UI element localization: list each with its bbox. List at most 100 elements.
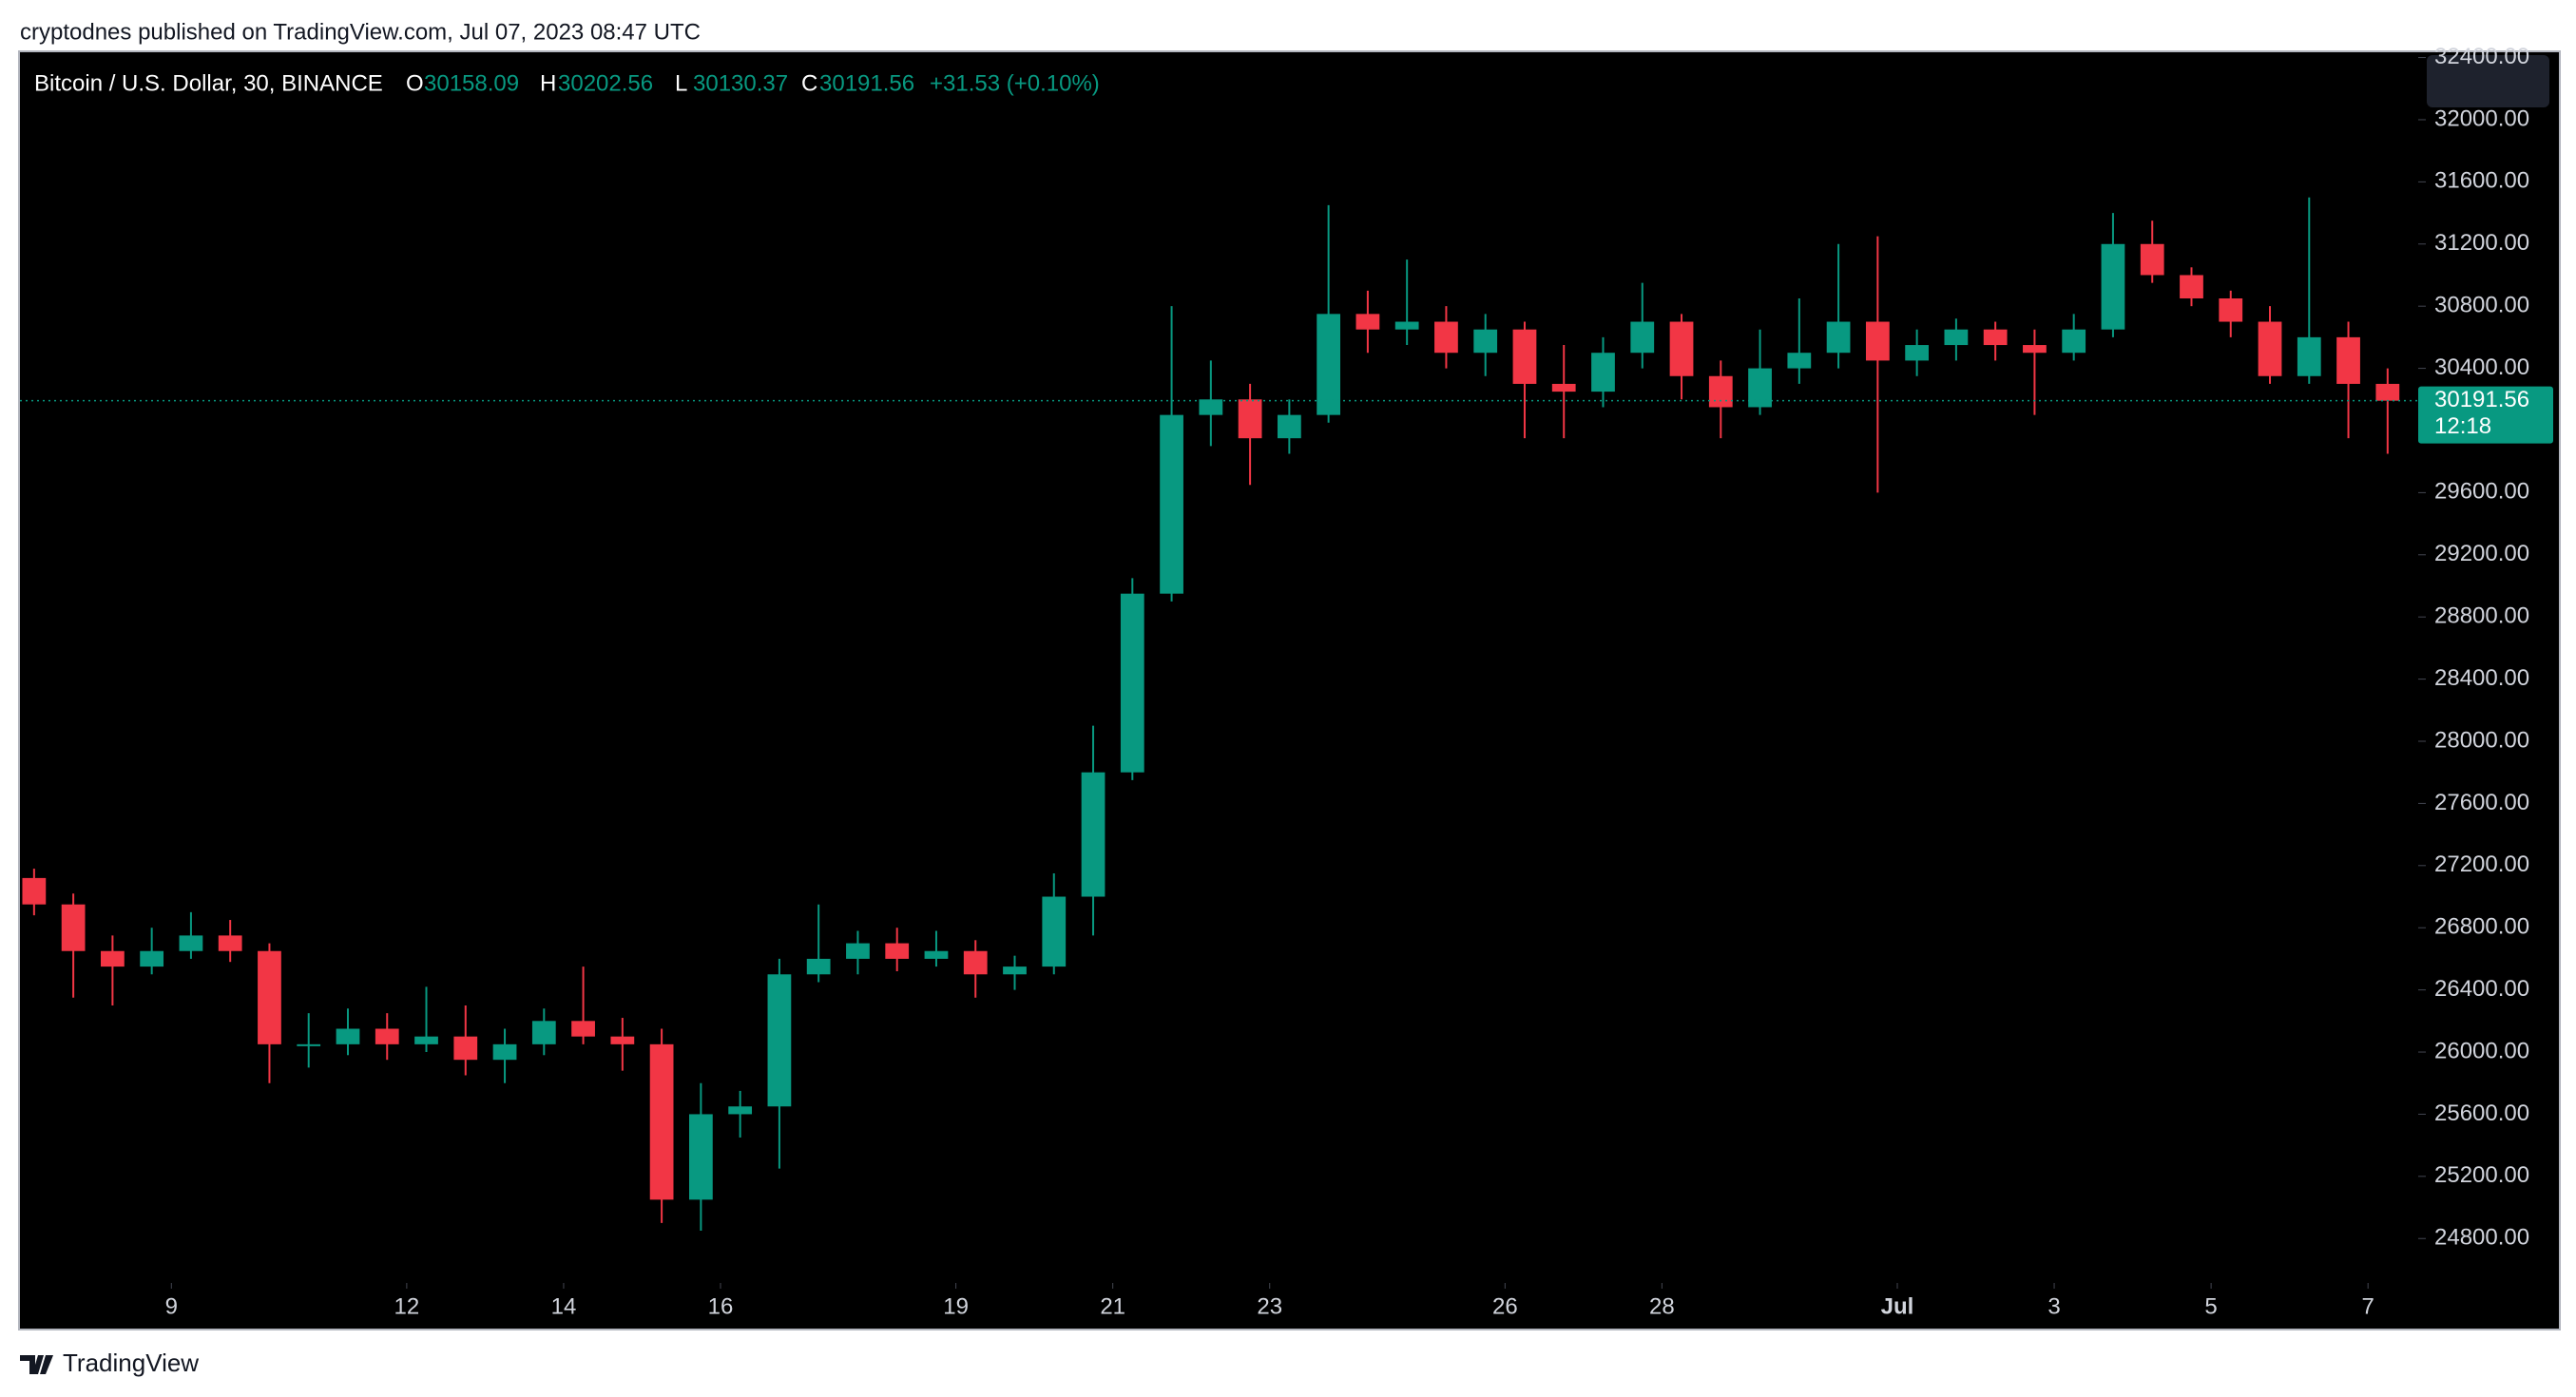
candle-body [101, 950, 125, 967]
candle-body [1512, 329, 1537, 384]
candle-body [806, 958, 831, 975]
y-tick-label: 28000.00 [2434, 727, 2529, 753]
candle-body [1277, 414, 1301, 439]
candle-body [453, 1036, 478, 1061]
candle-body [61, 904, 86, 951]
ohlc-value: 30130.37 [693, 70, 788, 96]
x-tick-label: 7 [2362, 1293, 2374, 1319]
chart-frame [18, 50, 2561, 1330]
x-tick-label: 21 [1100, 1293, 1125, 1319]
ohlc-letter: H [540, 70, 556, 96]
price-tag [2418, 386, 2553, 444]
y-tick-label: 26400.00 [2434, 976, 2529, 1002]
candle-body [375, 1028, 399, 1044]
price-tag-value: 30191.56 [2434, 387, 2529, 412]
candle-body [2258, 321, 2282, 376]
symbol: Bitcoin / U.S. Dollar, 30, BINANCE [34, 70, 383, 96]
ohlc-value: 30202.56 [558, 70, 653, 96]
candle-body [688, 1114, 713, 1200]
candle-body [846, 943, 870, 959]
candle-body [767, 974, 792, 1107]
ohlc-letter: L [675, 70, 687, 96]
candle-body [1434, 321, 1458, 354]
candle-body [1826, 321, 1851, 354]
candle-body [1905, 345, 1930, 361]
candle-body [2101, 243, 2125, 330]
candle-body [179, 935, 203, 951]
candle-body [571, 1021, 595, 1037]
y-tick-label: 29200.00 [2434, 541, 2529, 566]
candle-body [1473, 329, 1498, 354]
candle-body [1355, 314, 1380, 330]
y-tick-label: 30800.00 [2434, 293, 2529, 318]
candle-body [885, 943, 910, 959]
candle-body [218, 935, 242, 951]
candle-body [1630, 321, 1655, 354]
footer-logo [20, 1355, 53, 1374]
candle-body [1238, 399, 1262, 439]
candle-body [1160, 414, 1183, 594]
candle-body [2336, 336, 2360, 384]
footer-brand: TradingView [63, 1349, 199, 1377]
candle-body [140, 950, 164, 967]
y-tick-label: 27200.00 [2434, 852, 2529, 877]
candle-body [336, 1028, 360, 1044]
candle-body [1081, 772, 1105, 897]
candle-body [1669, 321, 1694, 376]
x-tick-label: 12 [394, 1293, 420, 1319]
y-tick-label: 31600.00 [2434, 168, 2529, 194]
y-tick-label: 32400.00 [2434, 44, 2529, 69]
candle-body [2023, 345, 2047, 354]
y-tick-label: 30400.00 [2434, 354, 2529, 380]
x-tick-label: 19 [943, 1293, 969, 1319]
y-tick-label: 32000.00 [2434, 105, 2529, 131]
y-tick-label: 31200.00 [2434, 230, 2529, 256]
candle-body [1003, 966, 1027, 975]
candle-body [2297, 336, 2321, 376]
x-tick-label: Jul [1881, 1293, 1914, 1319]
candle-body [1551, 383, 1576, 392]
ohlc-letter: C [801, 70, 817, 96]
toolbar-button[interactable] [2427, 55, 2549, 107]
attribution: cryptodnes published on TradingView.com,… [20, 19, 701, 45]
x-tick-label: 9 [165, 1293, 178, 1319]
candle-body [492, 1043, 517, 1061]
candle-body [1042, 896, 1067, 967]
candle-body [22, 877, 47, 905]
candle-body [1394, 321, 1419, 330]
candle-body [1983, 329, 2008, 346]
x-tick-label: 3 [2047, 1293, 2060, 1319]
candle-body [2140, 243, 2164, 276]
y-tick-label: 29600.00 [2434, 479, 2529, 505]
candle-body [414, 1036, 438, 1044]
y-tick-label: 25200.00 [2434, 1162, 2529, 1188]
ohlc-value: 30191.56 [819, 70, 914, 96]
y-tick-label: 25600.00 [2434, 1100, 2529, 1126]
candle-body [1865, 321, 1890, 361]
x-tick-label: 26 [1492, 1293, 1518, 1319]
y-tick-label: 28800.00 [2434, 603, 2529, 629]
candle-body [1787, 353, 1812, 369]
candle-body [728, 1106, 753, 1115]
x-tick-label: 16 [708, 1293, 734, 1319]
price-tag-countdown: 12:18 [2434, 413, 2491, 439]
ohlc-letter: O [406, 70, 424, 96]
plot-area [22, 197, 2400, 1232]
candle-body [297, 1043, 321, 1046]
candle-body [1708, 375, 1733, 408]
candle-body [1944, 329, 1969, 346]
candle-body [610, 1036, 635, 1044]
candle-body [1317, 314, 1341, 415]
candle-body [924, 950, 949, 959]
candle-body [649, 1043, 674, 1200]
candle-body [531, 1021, 556, 1044]
candle-body [1591, 353, 1615, 392]
y-tick-label: 26000.00 [2434, 1038, 2529, 1063]
candle-body [2219, 298, 2243, 322]
candle-body [2180, 275, 2203, 298]
y-tick-label: 28400.00 [2434, 665, 2529, 691]
x-tick-label: 14 [551, 1293, 577, 1319]
change-label: +31.53 (+0.10%) [930, 70, 1100, 96]
y-tick-label: 24800.00 [2434, 1225, 2529, 1251]
